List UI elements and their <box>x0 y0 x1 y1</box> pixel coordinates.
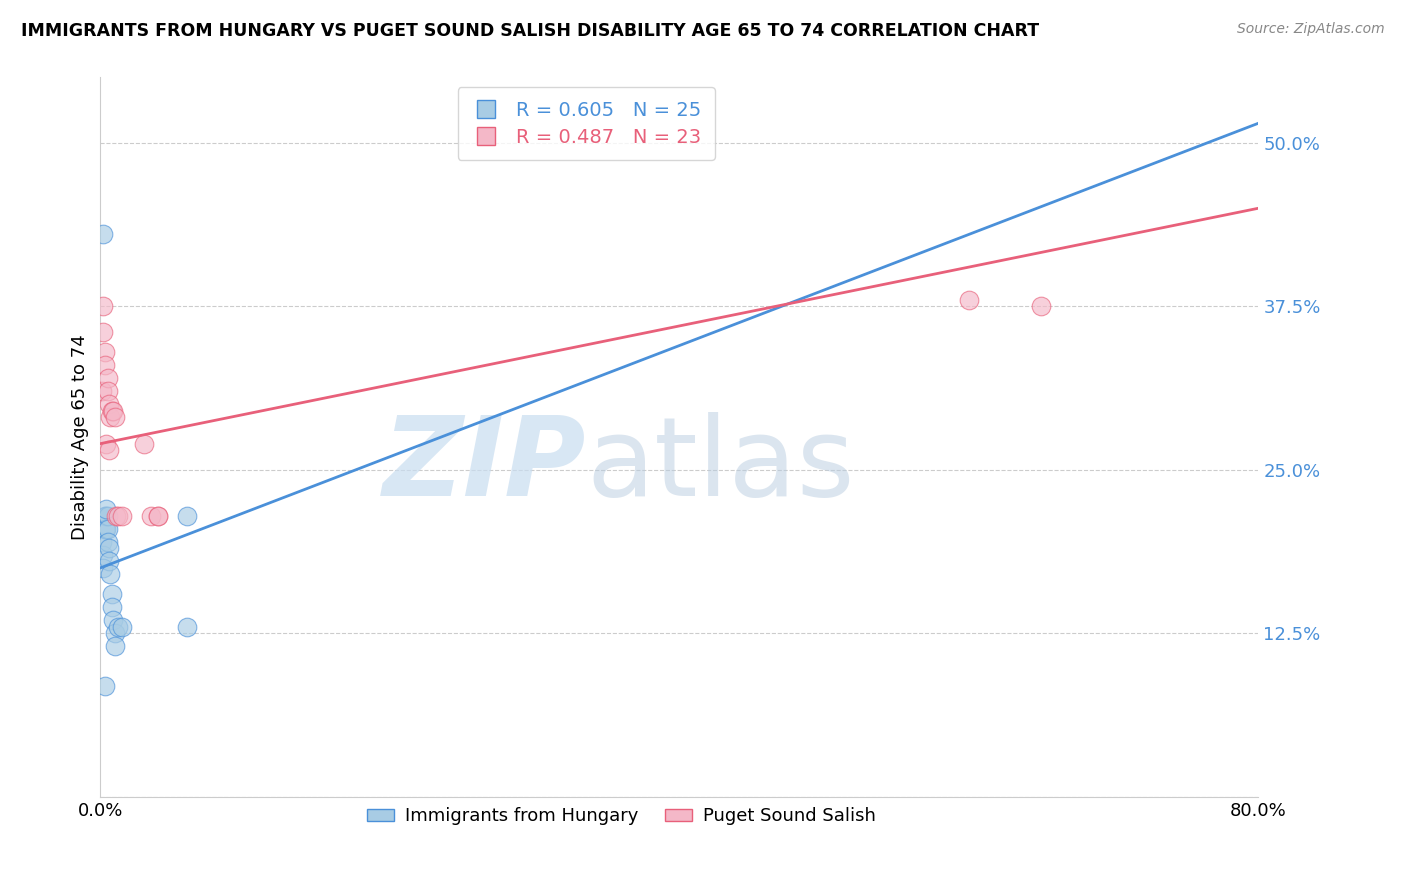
Point <box>97 371 120 385</box>
Point <box>91 326 114 340</box>
Point <box>97 508 120 523</box>
Point <box>91 227 114 242</box>
Point <box>104 640 127 654</box>
Point <box>104 410 127 425</box>
Point <box>148 508 170 523</box>
Point <box>103 404 125 418</box>
Point <box>93 345 115 359</box>
Text: Source: ZipAtlas.com: Source: ZipAtlas.com <box>1237 22 1385 37</box>
Point <box>98 397 121 411</box>
Point <box>98 443 121 458</box>
Point <box>101 404 124 418</box>
Point <box>97 384 120 399</box>
Point <box>93 522 115 536</box>
Point <box>97 522 120 536</box>
Point <box>107 508 129 523</box>
Point <box>105 508 128 523</box>
Point <box>111 620 134 634</box>
Point <box>98 541 121 556</box>
Point <box>101 600 124 615</box>
Point <box>90 534 112 549</box>
Point <box>1031 299 1053 313</box>
Point <box>111 508 134 523</box>
Point <box>100 410 122 425</box>
Point <box>100 567 122 582</box>
Point <box>91 561 114 575</box>
Point <box>176 620 198 634</box>
Point <box>98 554 121 568</box>
Y-axis label: Disability Age 65 to 74: Disability Age 65 to 74 <box>72 334 89 540</box>
Point <box>90 384 112 399</box>
Text: IMMIGRANTS FROM HUNGARY VS PUGET SOUND SALISH DISABILITY AGE 65 TO 74 CORRELATIO: IMMIGRANTS FROM HUNGARY VS PUGET SOUND S… <box>21 22 1039 40</box>
Point <box>94 436 117 450</box>
Point <box>93 508 115 523</box>
Point <box>148 508 170 523</box>
Text: atlas: atlas <box>586 412 855 519</box>
Text: ZIP: ZIP <box>384 412 586 519</box>
Point <box>94 508 117 523</box>
Point <box>103 613 125 627</box>
Point <box>101 587 124 601</box>
Point <box>132 436 155 450</box>
Point <box>97 534 120 549</box>
Point <box>93 679 115 693</box>
Point <box>94 522 117 536</box>
Point <box>104 626 127 640</box>
Legend: Immigrants from Hungary, Puget Sound Salish: Immigrants from Hungary, Puget Sound Sal… <box>359 798 886 835</box>
Point <box>139 508 162 523</box>
Point <box>91 548 114 562</box>
Point <box>107 620 129 634</box>
Point <box>93 358 115 372</box>
Point <box>957 293 980 307</box>
Point <box>94 502 117 516</box>
Point <box>91 299 114 313</box>
Point <box>176 508 198 523</box>
